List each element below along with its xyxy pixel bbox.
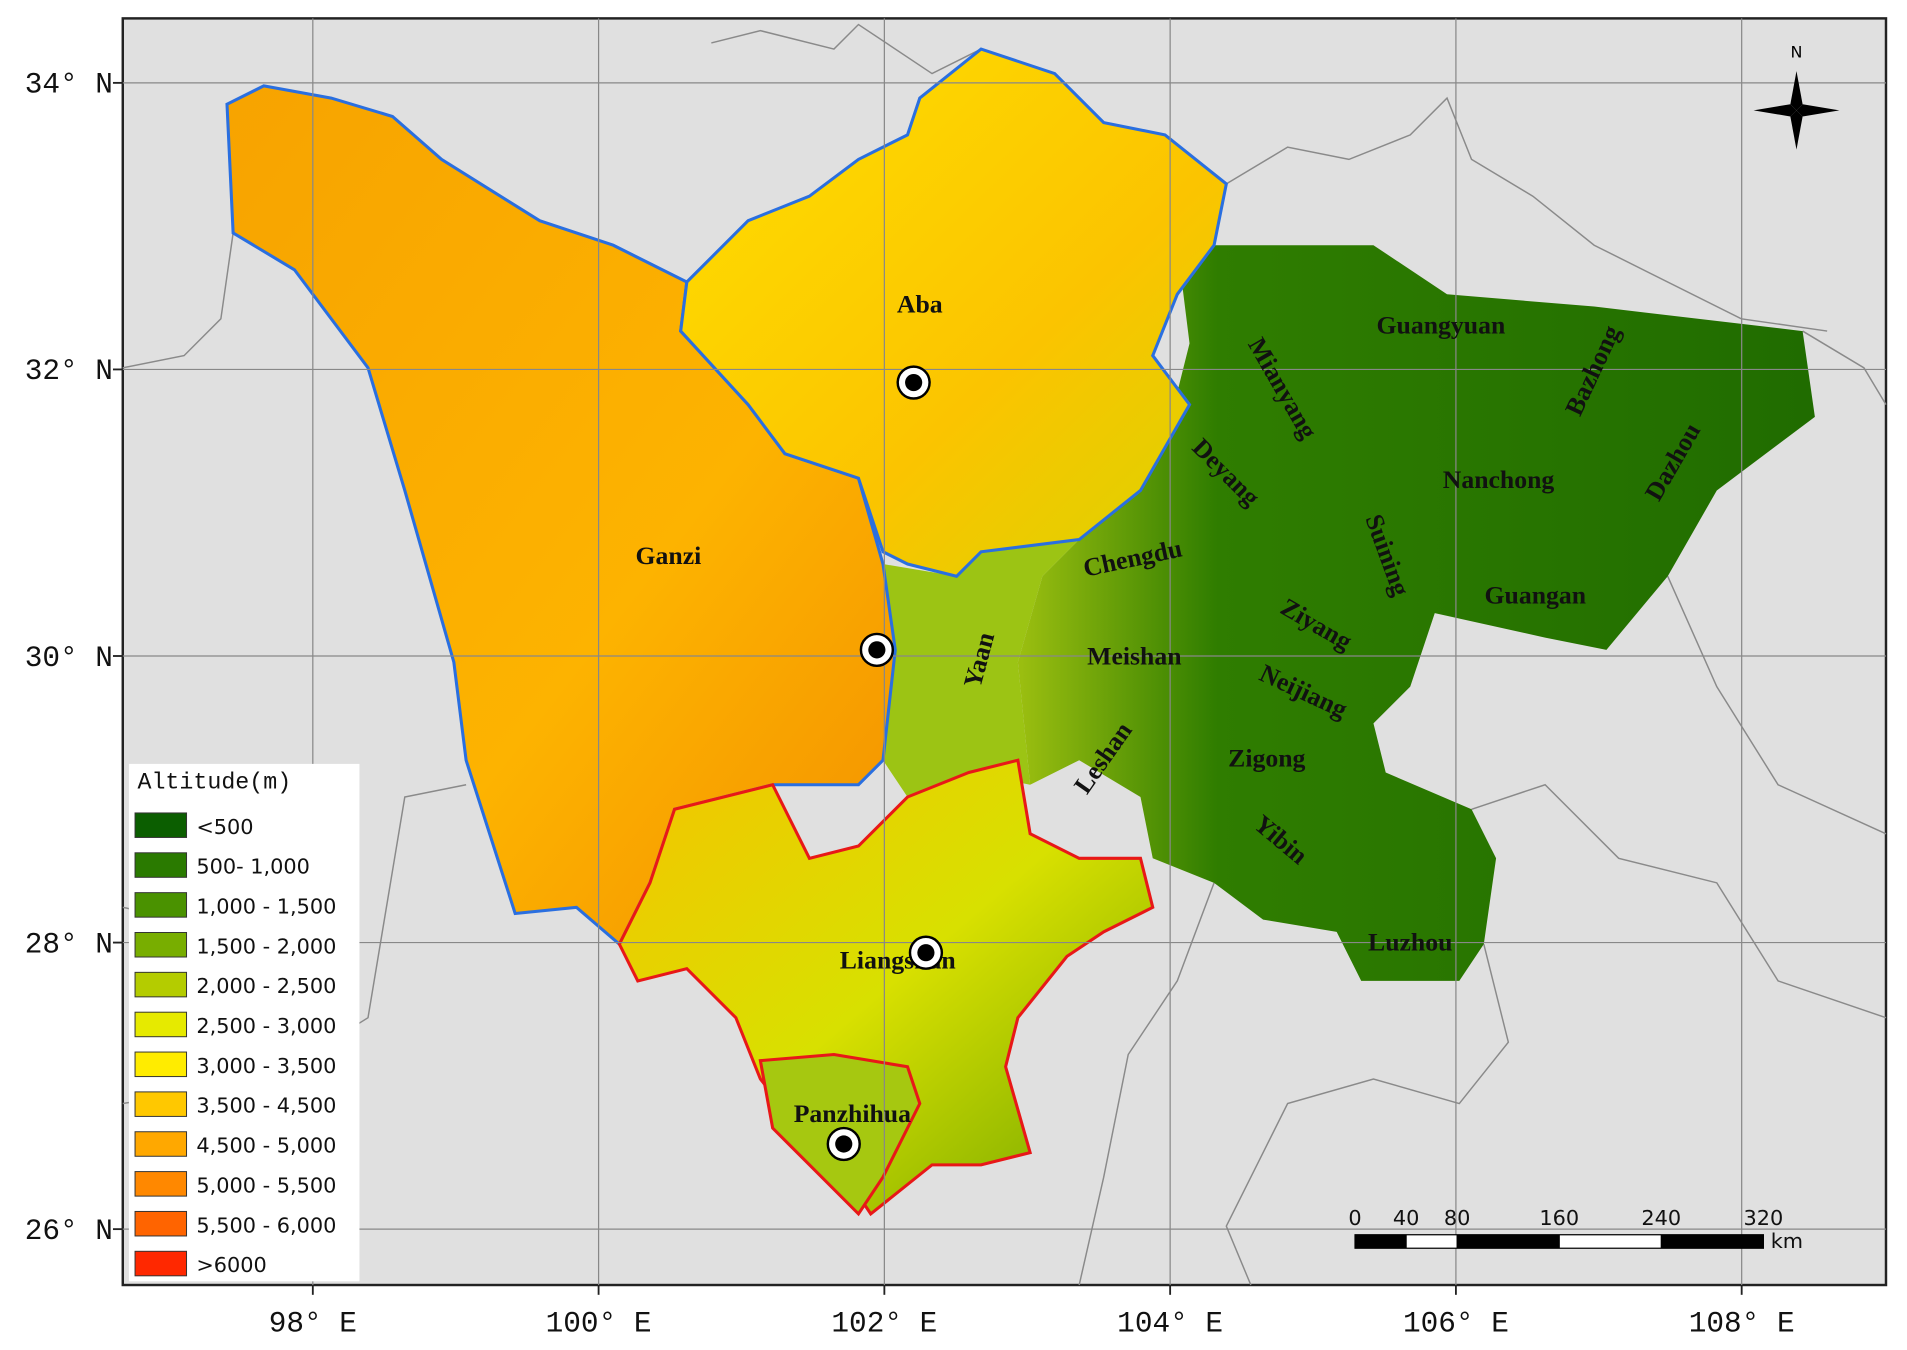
y-tick-label: 28° N [25,928,113,961]
stations [826,365,944,1162]
legend-label: 1,500 - 2,000 [196,934,336,958]
north-arrow-east [1796,104,1840,117]
x-tick-label: 104° E [1117,1308,1223,1341]
y-tick-label: 30° N [25,642,113,675]
x-tick-label: 108° E [1689,1308,1795,1341]
legend-swatch [134,812,188,838]
legend-swatch [134,1131,188,1157]
basin-region [1017,245,1815,981]
city-label: Ganzi [636,541,702,570]
scale-bar-label: 240 [1641,1206,1681,1230]
legend-swatch [134,1250,188,1277]
border [1471,783,1887,1019]
border [1802,330,1887,406]
station-marker [908,935,944,970]
border [1078,882,1215,1286]
north-label: N [1791,43,1803,62]
legend-swatch [134,1171,188,1197]
legend-swatch [134,1091,188,1117]
x-tick-label: 102° E [831,1308,937,1341]
legend-swatch [134,932,188,958]
scale-bar-segment [1457,1234,1560,1249]
station-marker [826,1126,861,1162]
city-label: Luzhou [1368,927,1452,956]
station-marker [896,365,931,400]
ganzi-region [225,84,897,947]
legend-label: 4,500 - 5,000 [196,1134,336,1158]
x-tick-label: 106° E [1403,1308,1509,1341]
legend-label: >6000 [196,1253,266,1277]
scale-bar-label: 320 [1743,1206,1783,1230]
city-label: Panzhihua [794,1099,911,1128]
liangshan-region [617,758,1155,1217]
north-arrow: N [1753,43,1840,150]
city-label: Nanchong [1443,465,1555,494]
scale-bar-segment [1661,1234,1764,1249]
scale-bar-label: 40 [1393,1206,1420,1230]
x-tick-label: 98° E [269,1308,357,1341]
city-label: Meishan [1087,642,1181,671]
y-tick-label: 32° N [25,355,113,388]
legend-label: 5,500 - 6,000 [196,1213,336,1237]
scale-bar-unit: km [1771,1229,1803,1253]
legend-label: 3,000 - 3,500 [196,1054,336,1078]
legend-swatch [134,1011,188,1038]
north-arrow-west [1753,104,1797,117]
legend-label: 5,000 - 5,500 [196,1173,336,1197]
north-arrow-tail [1790,110,1803,150]
legend-label: 2,500 - 3,000 [196,1014,336,1038]
y-tick-label: 26° N [25,1215,113,1248]
legend-label: <500 [196,815,253,839]
scale-bar-segment [1355,1234,1407,1249]
legend: Altitude(m) <500 500- 1,000 1,000 - 1,500 1… [128,763,360,1282]
station-marker [859,632,895,668]
scale-bar-label: 0 [1348,1206,1361,1230]
border [1667,575,1887,835]
x-tick-label: 100° E [546,1308,652,1341]
border [711,23,982,75]
city-label: Guangan [1485,580,1587,609]
city-label: Zigong [1228,743,1305,772]
border [1225,943,1510,1286]
aba-region [679,47,1229,578]
legend-label: 1,000 - 1,500 [196,894,336,918]
legend-swatch [134,971,188,998]
north-arrow-head [1790,71,1803,111]
legend-swatch [134,852,188,878]
legend-label: 3,500 - 4,500 [196,1094,336,1118]
city-label: Aba [897,290,943,319]
border [1225,96,1828,332]
legend-swatch [134,892,188,918]
y-tick-label: 34° N [25,69,113,102]
legend-label: 500- 1,000 [196,855,310,879]
legend-title: Altitude(m) [137,769,291,795]
border [122,232,234,369]
scale-bar-label: 80 [1444,1206,1471,1230]
city-label: Guangyuan [1377,311,1506,340]
legend-swatch [134,1210,188,1237]
scale-bar-label: 160 [1539,1206,1579,1230]
yaan-region [882,539,1080,798]
legend-label: 2,000 - 2,500 [196,974,336,998]
legend-swatch [134,1051,188,1078]
